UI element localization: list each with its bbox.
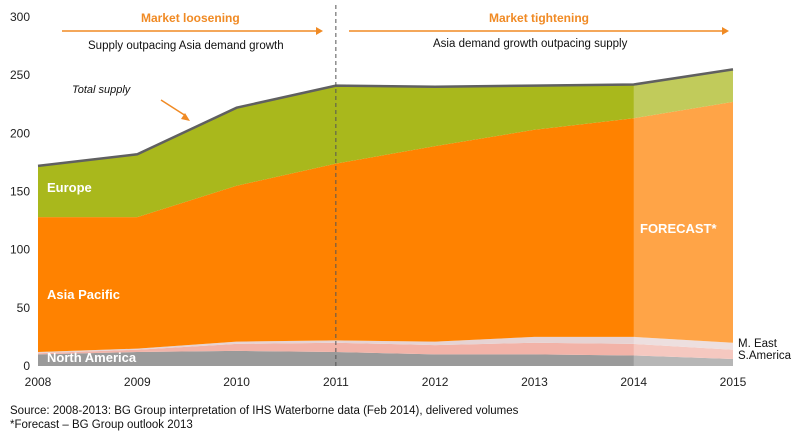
area-europe <box>38 69 733 218</box>
region-label-asia-pacific: Asia Pacific <box>47 287 120 302</box>
side-label-s-america: S.America <box>738 350 792 362</box>
area-s-america <box>38 342 733 359</box>
forecast-note: *Forecast – BG Group outlook 2013 <box>10 419 193 431</box>
header-market-tightening: Market tightening <box>489 11 589 25</box>
total-supply-line <box>37 68 734 168</box>
total-supply-arrowhead-icon <box>181 113 190 121</box>
region-label-north-america: North America <box>47 350 137 365</box>
sub-asia-outpacing: Asia demand growth outpacing supply <box>433 38 628 50</box>
area-series-group <box>38 69 733 366</box>
y-tick-label: 200 <box>10 126 30 140</box>
total-supply-pointer <box>160 99 187 117</box>
y-tick-label: 300 <box>10 10 30 24</box>
total-supply-label: Total supply <box>72 84 132 96</box>
x-tick-label: 2010 <box>223 375 250 389</box>
y-tick-label: 100 <box>10 243 30 257</box>
source-note: Source: 2008-2013: BG Group interpretati… <box>10 405 519 417</box>
tightening-arrowhead-icon <box>722 27 729 35</box>
y-tick-label: 150 <box>10 185 30 199</box>
x-axis-ticks: 2008 2009 2010 2011 2012 2013 2014 2015 <box>25 375 747 389</box>
forecast-overlay <box>633 17 733 366</box>
x-tick-label: 2011 <box>323 375 349 389</box>
y-tick-label: 0 <box>23 359 30 373</box>
region-label-europe: Europe <box>47 180 92 195</box>
sub-supply-outpacing: Supply outpacing Asia demand growth <box>88 40 284 52</box>
area-m-east <box>38 336 733 354</box>
x-tick-label: 2012 <box>422 375 449 389</box>
y-tick-label: 50 <box>17 301 31 315</box>
loosening-arrowhead-icon <box>316 27 323 35</box>
side-label-m-east: M. East <box>738 338 778 350</box>
x-tick-label: 2008 <box>25 375 52 389</box>
x-tick-label: 2015 <box>720 375 747 389</box>
area-north-america <box>38 350 733 366</box>
area-asia-pacific <box>38 101 733 353</box>
y-tick-label: 250 <box>10 68 30 82</box>
header-market-loosening: Market loosening <box>141 11 240 25</box>
x-tick-label: 2014 <box>620 375 647 389</box>
x-tick-label: 2009 <box>124 375 151 389</box>
y-axis-ticks: 0 50 100 150 200 250 300 <box>10 10 30 373</box>
x-tick-label: 2013 <box>521 375 548 389</box>
forecast-label: FORECAST* <box>640 221 718 236</box>
